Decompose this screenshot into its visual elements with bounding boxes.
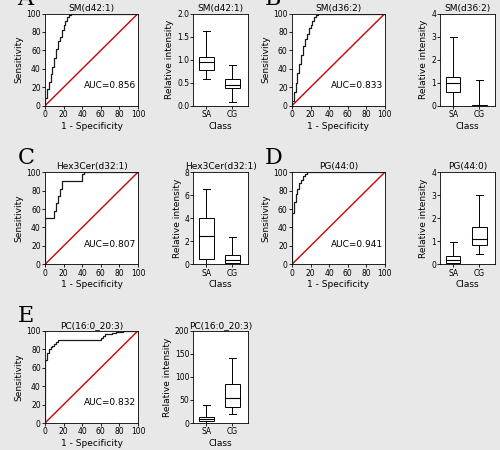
X-axis label: 1 - Specificity: 1 - Specificity — [308, 280, 370, 289]
Title: SM(d42:1): SM(d42:1) — [68, 4, 114, 13]
X-axis label: Class: Class — [456, 280, 479, 289]
Bar — [200, 418, 213, 421]
Bar — [226, 255, 239, 263]
X-axis label: 1 - Specificity: 1 - Specificity — [60, 439, 122, 448]
Text: A: A — [18, 0, 34, 10]
Title: PC(16:0_20:3): PC(16:0_20:3) — [60, 321, 123, 330]
X-axis label: 1 - Specificity: 1 - Specificity — [60, 122, 122, 130]
Y-axis label: Relative intensity: Relative intensity — [172, 179, 182, 258]
Bar — [226, 80, 239, 88]
X-axis label: Class: Class — [456, 122, 479, 130]
Y-axis label: Sensitivity: Sensitivity — [14, 353, 24, 400]
X-axis label: Class: Class — [209, 280, 233, 289]
Bar — [226, 384, 239, 407]
Y-axis label: Sensitivity: Sensitivity — [14, 36, 24, 83]
Title: PG(44:0): PG(44:0) — [448, 162, 488, 171]
Title: PC(16:0_20:3): PC(16:0_20:3) — [189, 321, 252, 330]
X-axis label: Class: Class — [209, 439, 233, 448]
Title: PG(44:0): PG(44:0) — [319, 162, 358, 171]
Y-axis label: Relative intensity: Relative intensity — [420, 179, 428, 258]
Y-axis label: Sensitivity: Sensitivity — [262, 194, 270, 242]
Y-axis label: Relative intensity: Relative intensity — [166, 20, 174, 99]
Text: AUC=0.832: AUC=0.832 — [84, 398, 136, 407]
Text: AUC=0.941: AUC=0.941 — [331, 239, 383, 248]
X-axis label: 1 - Specificity: 1 - Specificity — [60, 280, 122, 289]
Text: E: E — [18, 305, 34, 327]
Bar — [472, 227, 486, 245]
Y-axis label: Relative intensity: Relative intensity — [420, 20, 428, 99]
Text: AUC=0.856: AUC=0.856 — [84, 81, 136, 90]
Title: Hex3Cer(d32:1): Hex3Cer(d32:1) — [185, 162, 256, 171]
X-axis label: Class: Class — [209, 122, 233, 130]
Text: D: D — [264, 147, 282, 169]
Title: SM(d42:1): SM(d42:1) — [198, 4, 244, 13]
X-axis label: 1 - Specificity: 1 - Specificity — [308, 122, 370, 130]
Y-axis label: Sensitivity: Sensitivity — [14, 194, 24, 242]
Title: SM(d36:2): SM(d36:2) — [316, 4, 362, 13]
Bar — [200, 218, 213, 259]
Title: SM(d36:2): SM(d36:2) — [444, 4, 491, 13]
Y-axis label: Relative intensity: Relative intensity — [163, 337, 172, 417]
Y-axis label: Sensitivity: Sensitivity — [262, 36, 270, 83]
Bar — [200, 57, 213, 70]
Text: B: B — [264, 0, 281, 10]
Text: C: C — [18, 147, 34, 169]
Title: Hex3Cer(d32:1): Hex3Cer(d32:1) — [56, 162, 128, 171]
Text: AUC=0.833: AUC=0.833 — [331, 81, 383, 90]
Bar — [446, 256, 460, 262]
Bar — [446, 77, 460, 92]
Bar — [472, 104, 486, 106]
Text: AUC=0.807: AUC=0.807 — [84, 239, 136, 248]
